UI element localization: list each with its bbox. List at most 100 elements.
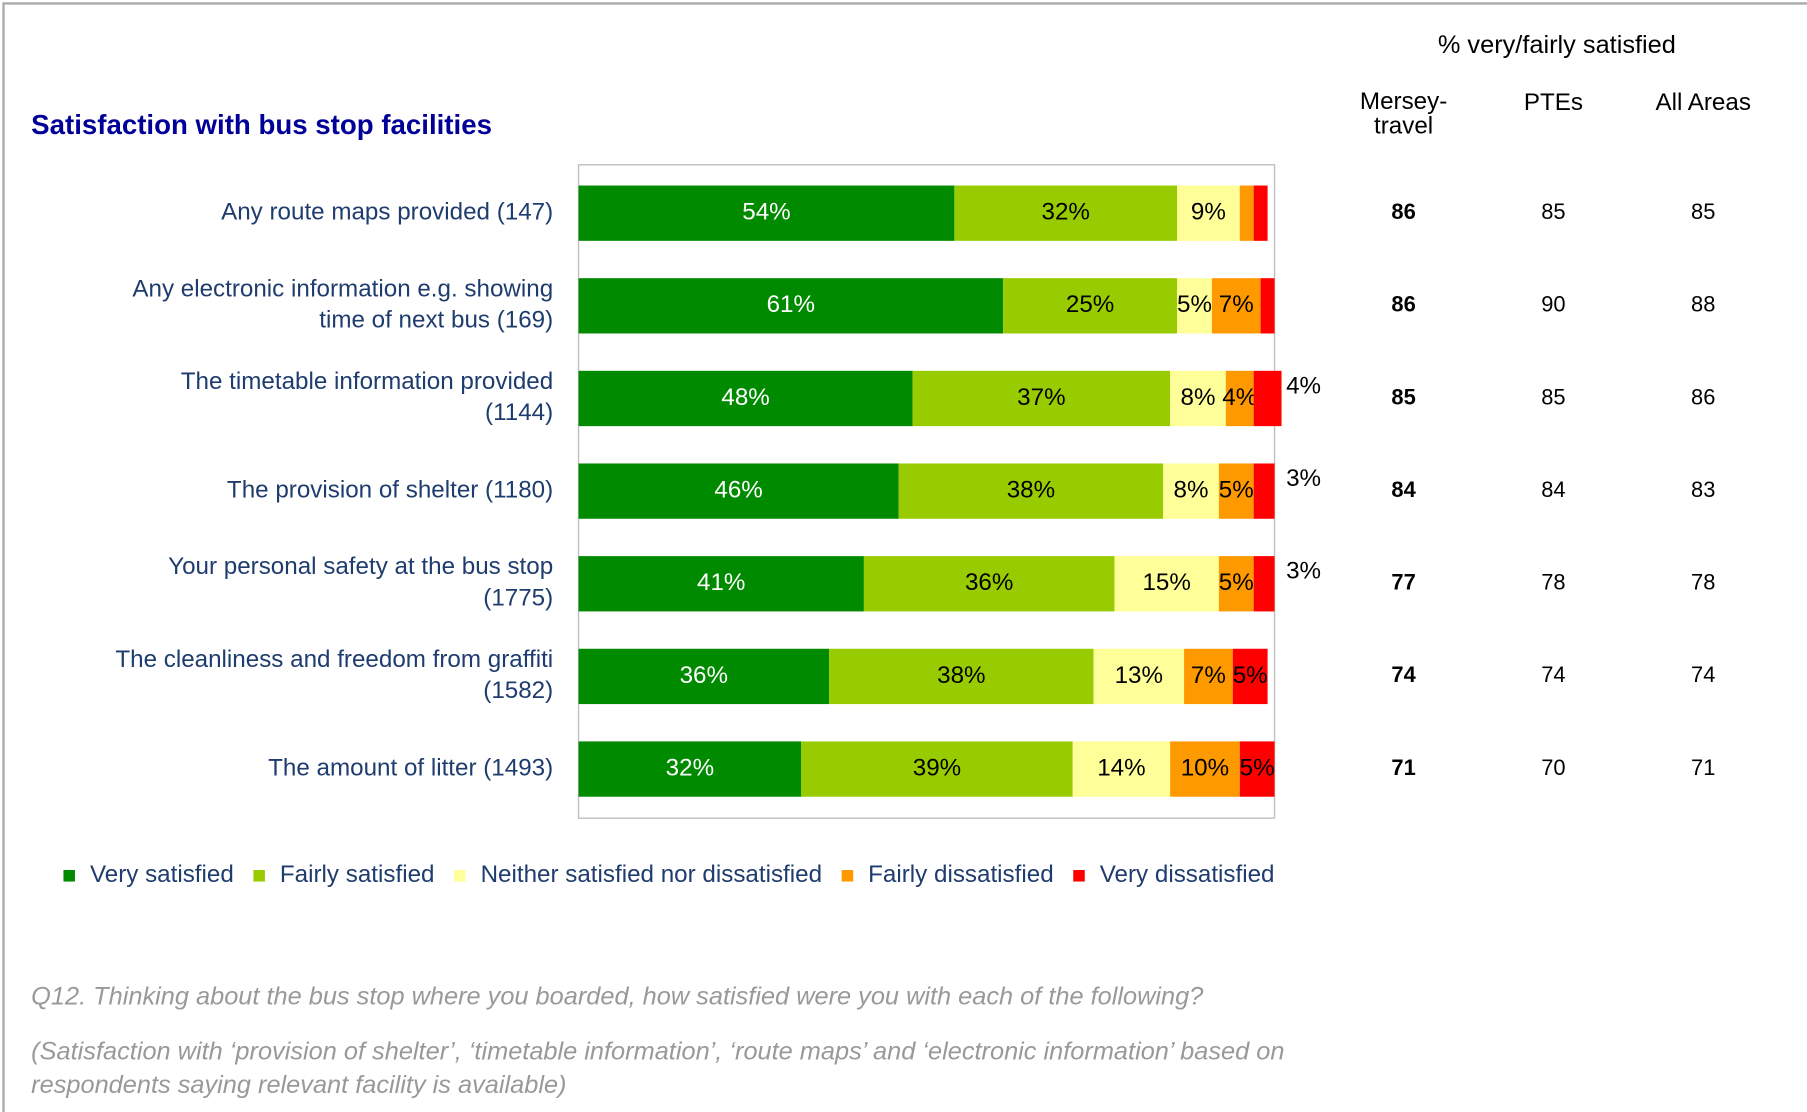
table-cell: 83 (1691, 477, 1715, 502)
value-label: 7% (1219, 291, 1254, 318)
value-label: 36% (680, 662, 728, 689)
value-label: 5% (1219, 569, 1254, 596)
category-label: Any electronic information e.g. showing t… (132, 276, 553, 334)
category-label: The timetable information provided (1144) (181, 368, 553, 426)
bar-segment (1253, 463, 1275, 519)
table-title: % very/fairly satisfied (1438, 31, 1676, 59)
table-cell: 85 (1541, 199, 1565, 224)
value-label: 5% (1219, 477, 1254, 504)
value-label: 36% (965, 569, 1013, 596)
footnote: Q12. Thinking about the bus stop where y… (31, 983, 1204, 1011)
bar-segment (1003, 278, 1178, 334)
bar-segment (1114, 556, 1219, 612)
bar-segment (1170, 370, 1226, 427)
table-cell: 70 (1541, 755, 1565, 780)
value-label: 4% (1286, 372, 1321, 399)
bar-segment (954, 185, 1178, 241)
table-cell: 84 (1541, 477, 1565, 502)
value-label: 38% (1007, 477, 1055, 504)
table-cell: 74 (1541, 662, 1565, 687)
legend-label: Very satisfied (90, 861, 234, 888)
value-label: 5% (1240, 754, 1275, 781)
footnote: (Satisfaction with ‘provision of shelter… (31, 1037, 1284, 1098)
value-label: 38% (937, 662, 985, 689)
legend-label: Fairly satisfied (280, 861, 435, 888)
table-cell: 85 (1541, 384, 1565, 409)
category-label: The cleanliness and freedom from graffit… (115, 646, 553, 704)
table-cell: 78 (1541, 570, 1565, 595)
category-label: Any route maps provided (147) (221, 199, 553, 226)
value-label: 14% (1097, 754, 1145, 781)
value-label: 41% (697, 569, 745, 596)
bar-segment (578, 741, 802, 797)
bar-segment (1170, 741, 1240, 797)
bar-segment (1211, 278, 1261, 334)
table-column-header: PTEs (1524, 89, 1583, 116)
value-label: 32% (666, 754, 714, 781)
table-cell: 90 (1541, 292, 1565, 317)
value-label: 5% (1233, 662, 1268, 689)
value-label: 46% (714, 477, 762, 504)
bar-segment (829, 648, 1094, 705)
bar-segment (578, 556, 864, 612)
table-cell: 86 (1691, 384, 1715, 409)
bar-segment (578, 463, 899, 519)
category-label: Your personal safety at the bus stop (177… (168, 554, 553, 612)
bar-segment (1218, 463, 1254, 519)
legend-swatch (253, 870, 265, 882)
value-label: 54% (742, 199, 790, 226)
chart-title: Satisfaction with bus stop facilities (31, 109, 492, 140)
value-label: 61% (767, 291, 815, 318)
value-label: 5% (1177, 291, 1212, 318)
table-cell: 88 (1691, 292, 1715, 317)
value-label: 7% (1191, 662, 1226, 689)
bar-segment (1177, 278, 1212, 334)
table-cell: 85 (1691, 199, 1715, 224)
value-label: 37% (1017, 384, 1065, 411)
table-cell: 86 (1391, 199, 1415, 224)
value-label: 32% (1042, 199, 1090, 226)
bar-segment (1253, 185, 1268, 241)
bar-segment (898, 463, 1164, 519)
table-cell: 74 (1691, 662, 1715, 687)
bar-segment (1184, 648, 1233, 705)
bar-segment (1177, 185, 1240, 241)
bar-segment (1072, 741, 1171, 797)
bar-segment (578, 185, 955, 241)
legend-swatch (63, 870, 75, 882)
bar-segment (1260, 278, 1275, 334)
bar-segment (1163, 463, 1219, 519)
value-label: 10% (1181, 754, 1229, 781)
value-label: 25% (1066, 291, 1114, 318)
bar-segment (1218, 556, 1254, 612)
bar-segment (1093, 648, 1185, 705)
value-label: 4% (1222, 384, 1257, 411)
bar-segment (1239, 741, 1275, 797)
table-cell: 78 (1691, 570, 1715, 595)
table-cell: 71 (1691, 755, 1715, 780)
bar-segment (1225, 370, 1254, 427)
table-cell: 77 (1391, 570, 1415, 595)
table-cell: 86 (1391, 292, 1415, 317)
table-cell: 71 (1391, 755, 1415, 780)
legend-label: Very dissatisfied (1100, 861, 1275, 888)
value-label: 8% (1181, 384, 1216, 411)
table-column-header: All Areas (1655, 89, 1750, 116)
bar-segment (578, 648, 830, 705)
bar-segment (912, 370, 1171, 427)
bar-segment (578, 370, 913, 427)
bar-segment (1253, 370, 1282, 427)
table-cell: 85 (1391, 384, 1415, 409)
category-label: The provision of shelter (1180) (227, 477, 553, 504)
category-label: The amount of litter (1493) (268, 754, 553, 781)
bar-segment (578, 278, 1004, 334)
value-label: 39% (913, 754, 961, 781)
value-label: 48% (721, 384, 769, 411)
legend-swatch (454, 870, 466, 882)
value-label: 15% (1142, 569, 1190, 596)
table-cell: 74 (1391, 662, 1416, 687)
bar-segment (863, 556, 1115, 612)
